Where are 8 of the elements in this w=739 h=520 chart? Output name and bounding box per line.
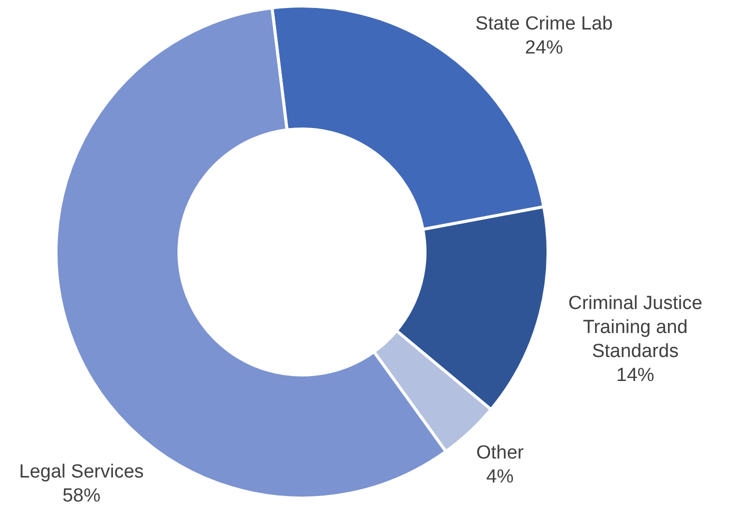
slice-label: State Crime Lab (475, 14, 613, 35)
data-label: 24% (525, 38, 564, 59)
data-label: 58% (62, 486, 101, 507)
slice-label: Legal Services (19, 462, 144, 483)
slice-label: Criminal Justice Training and Standards (568, 292, 702, 362)
data-label: 14% (616, 364, 654, 386)
data-label: 4% (486, 466, 514, 488)
slice-label: Other (476, 442, 524, 464)
